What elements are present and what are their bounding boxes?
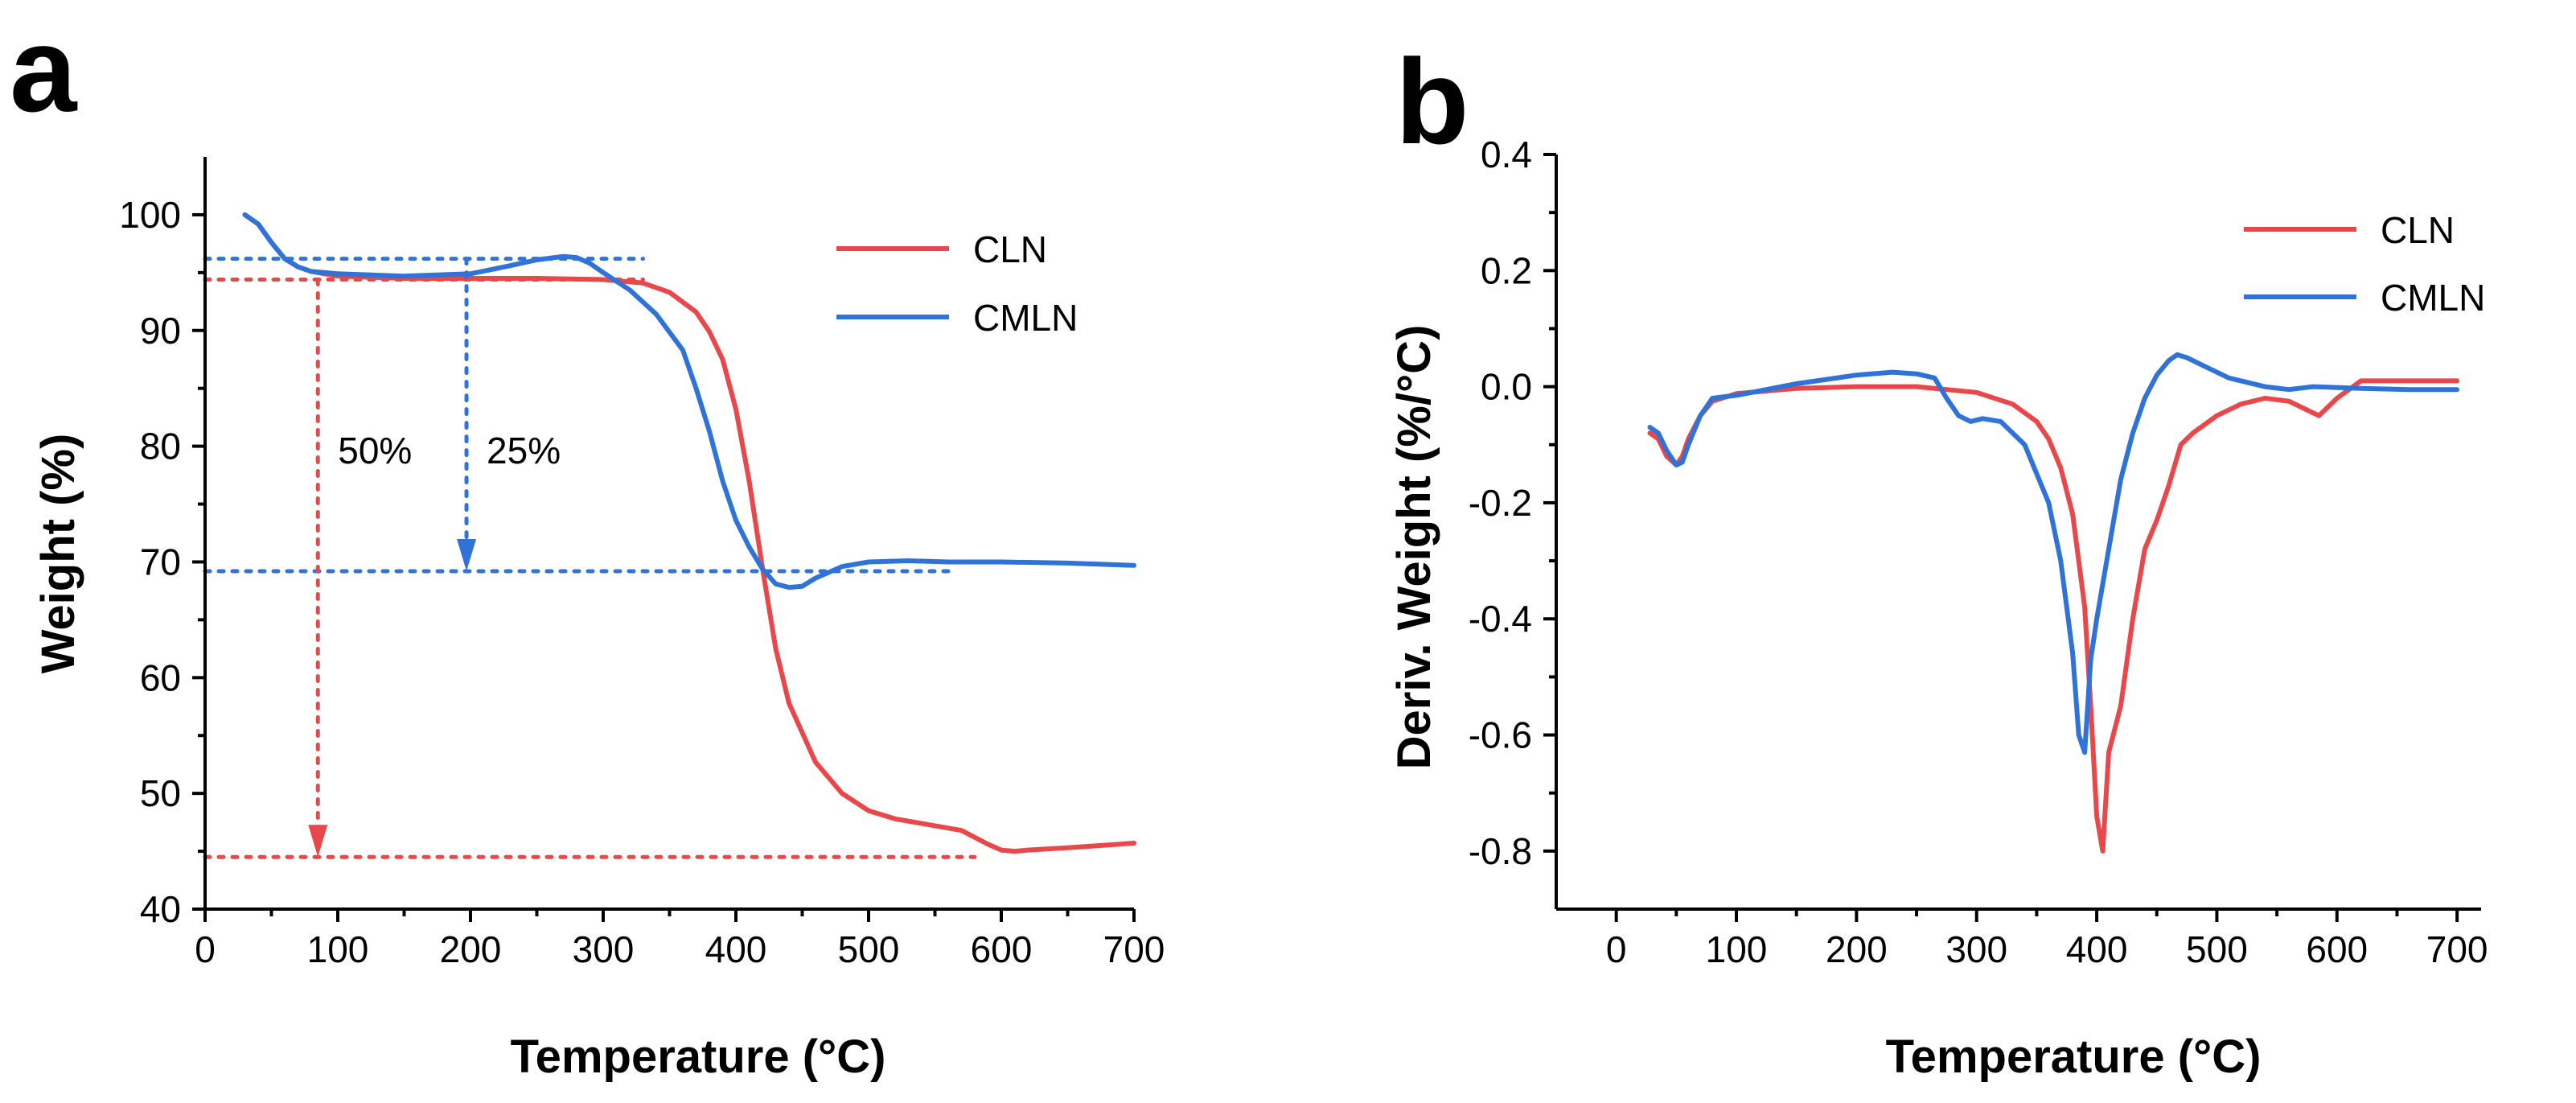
guide-lines-a [203, 257, 977, 859]
x-tick-label: 200 [1826, 928, 1888, 970]
y-tick-label: 100 [119, 194, 181, 236]
axes-b: 0 100 200 300 400 500 600 700 -0.8 -0.6 -0.4 -0.2 0.… [1469, 134, 2488, 970]
x-tick-label: 600 [2306, 928, 2368, 970]
annotation-arrow-head [457, 538, 477, 571]
x-tick-label: 300 [573, 928, 635, 970]
panel-a: a 0 100 200 300 400 500 600 700405060708090100 … [10, 2, 1165, 1083]
annotation-arrow-head [308, 825, 328, 858]
x-tick-label: 0 [1606, 928, 1627, 970]
legend-label-cln: CLN [973, 228, 1047, 270]
annotation-label-50-: 50% [338, 430, 412, 471]
y-tick-label: -0.8 [1469, 830, 1532, 872]
legend-b: CLN CMLN [2244, 209, 2485, 319]
panel-letter-a: a [10, 2, 78, 137]
y-tick-label: 80 [140, 426, 181, 467]
series-group-b [1647, 352, 2460, 854]
y-tick-label: 0.4 [1481, 134, 1532, 175]
x-tick-label: 400 [2066, 928, 2128, 970]
legend-a: CLN CMLN [836, 228, 1078, 339]
series-group-a [242, 212, 1136, 854]
y-tick-label: 50 [140, 772, 181, 814]
y-tick-label: 90 [140, 310, 181, 352]
y-axis-title-b: Deriv. Weight (%/°C) [1388, 325, 1440, 770]
x-tick-label: 100 [1706, 928, 1768, 970]
x-tick-label: 300 [1945, 928, 2007, 970]
x-axis-title-a: Temperature (°C) [511, 1031, 886, 1083]
y-tick-label: 0.2 [1481, 249, 1532, 291]
x-tick-label: 400 [705, 928, 767, 970]
panel-letter-b: b [1395, 34, 1469, 169]
y-tick-label: -0.4 [1469, 598, 1532, 640]
y-tick-label: 60 [140, 656, 181, 698]
x-tick-label: 100 [307, 928, 369, 970]
annotation-label-25-: 25% [487, 430, 561, 471]
series-line-cmln [1647, 352, 2460, 755]
legend-label-cmln: CMLN [2381, 277, 2485, 319]
series-line-cln [1647, 378, 2460, 854]
x-tick-label: 600 [971, 928, 1033, 970]
x-tick-label: 500 [2186, 928, 2248, 970]
y-tick-label: 70 [140, 541, 181, 582]
legend-label-cmln: CMLN [973, 297, 1078, 339]
x-axis-title-b: Temperature (°C) [1886, 1031, 2262, 1083]
panel-b: b 0 100 200 300 400 500 600 700 -0.8 -0.6 -0.4 -0.2… [1388, 34, 2488, 1083]
y-tick-label: -0.2 [1469, 482, 1532, 524]
x-tick-label: 700 [1103, 928, 1165, 970]
y-tick-label: 40 [140, 888, 181, 930]
axes-a: 0 100 200 300 400 500 600 700 40 50 60 70 80 90 100 [119, 157, 1165, 970]
y-tick-label: -0.6 [1469, 714, 1532, 756]
x-tick-label: 200 [440, 928, 502, 970]
x-tick-label: 700 [2426, 928, 2488, 970]
x-tick-label: 0 [195, 928, 216, 970]
series-line-cmln [242, 212, 1136, 591]
legend-label-cln: CLN [2381, 209, 2455, 251]
y-tick-label: 0.0 [1481, 366, 1532, 408]
annotations-a: 50% 25% [308, 257, 561, 858]
y-axis-title-a: Weight (%) [32, 434, 84, 674]
x-tick-label: 500 [838, 928, 900, 970]
